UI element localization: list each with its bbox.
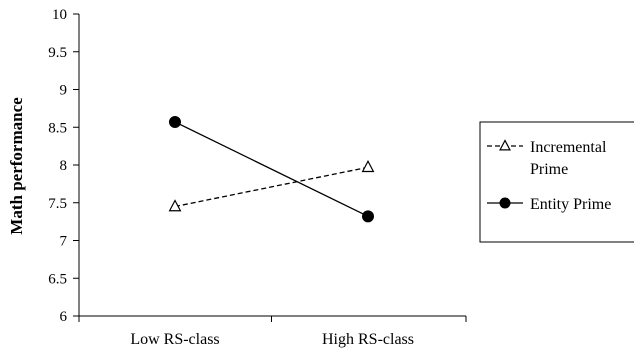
y-tick-label: 8.5	[48, 120, 67, 136]
data-point-circle	[169, 115, 181, 128]
legend-item: Entity Prime	[487, 196, 611, 213]
y-tick-label: 9.5	[48, 45, 67, 61]
y-tick-label: 9	[60, 83, 68, 99]
y-tick-label: 7	[60, 234, 68, 250]
x-categories: Low RS-class High RS-class	[78, 316, 467, 348]
y-tick-label: 8	[60, 158, 68, 174]
y-tick-label: 6.5	[48, 271, 67, 287]
series-entity-prime	[169, 115, 374, 223]
data-point-triangle	[168, 199, 182, 212]
series-group	[168, 115, 375, 223]
data-point-circle	[362, 210, 374, 223]
legend-box	[479, 121, 634, 243]
y-ticks: 6 6.5 7 7.5 8 8.5 9 9.5 10	[48, 7, 79, 325]
legend: Incremental Prime Entity Prime	[479, 121, 634, 243]
data-point-triangle	[361, 159, 375, 173]
legend-label: Entity Prime	[530, 196, 611, 213]
y-tick-label: 6	[60, 309, 68, 325]
legend-marker-triangle	[499, 139, 511, 151]
y-axis-label: Math performance	[7, 97, 26, 235]
plot-area: 6 6.5 7 7.5 8 8.5 9 9.5 10 Low RS-class High RS-c…	[48, 7, 467, 348]
legend-marker-circle	[499, 197, 511, 209]
x-category-label: High RS-class	[322, 331, 414, 348]
x-category-label: Low RS-class	[130, 331, 219, 348]
legend-item: Incremental Prime	[487, 139, 607, 178]
series-line	[174, 121, 369, 217]
series-line	[174, 166, 369, 208]
y-tick-label: 10	[52, 7, 67, 23]
legend-label: Incremental	[530, 139, 607, 156]
y-tick-label: 7.5	[48, 196, 67, 212]
series-incremental-prime	[168, 159, 375, 212]
legend-label: Prime	[530, 161, 568, 178]
